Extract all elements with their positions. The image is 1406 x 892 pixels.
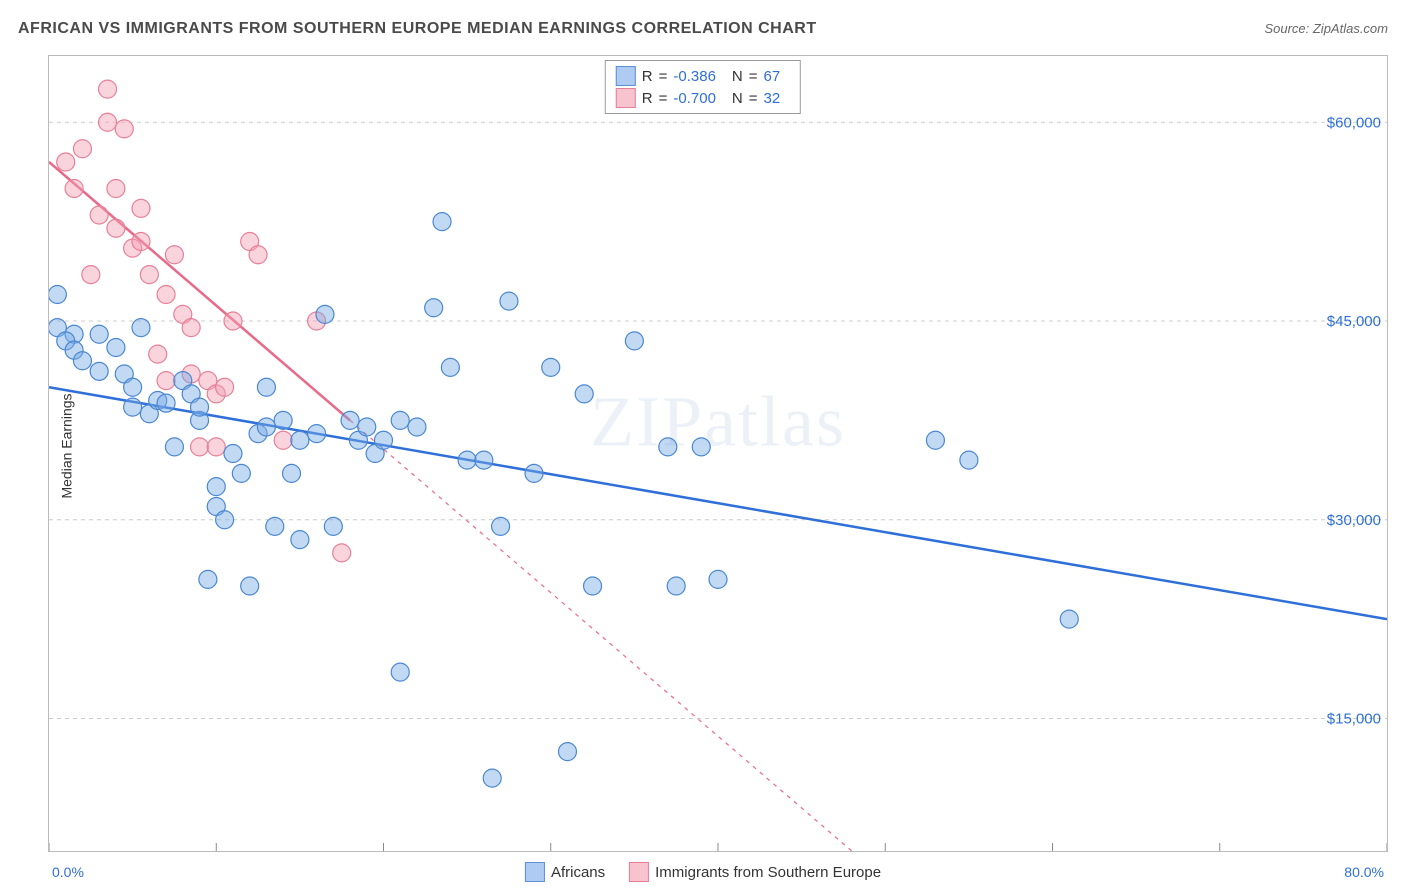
legend-item-southern-europe: Immigrants from Southern Europe: [629, 862, 881, 882]
legend-item-africans: Africans: [525, 862, 605, 882]
swatch-southern-europe: [616, 88, 636, 108]
chart-title: AFRICAN VS IMMIGRANTS FROM SOUTHERN EURO…: [18, 20, 817, 38]
r-value-southern-europe: -0.700: [673, 90, 716, 107]
svg-text:$30,000: $30,000: [1327, 512, 1381, 529]
scatter-plot: $15,000$30,000$45,000$60,000 ZIPatlas: [48, 55, 1388, 852]
chart-canvas: $15,000 $30,000 $45,000 $60,000: [49, 56, 1387, 851]
x-axis-min-label: 0.0%: [52, 864, 84, 880]
r-value-africans: -0.386: [673, 68, 716, 85]
svg-text:$60,000: $60,000: [1327, 114, 1381, 131]
source-label: Source:: [1264, 21, 1312, 36]
source-value: ZipAtlas.com: [1313, 21, 1388, 36]
r-label: R: [642, 68, 653, 85]
n-label: N: [732, 68, 743, 85]
swatch-southern-europe: [629, 862, 649, 882]
n-value-southern-europe: 32: [764, 90, 781, 107]
stats-legend: R = -0.386 N = 67 R = -0.700 N = 32: [605, 60, 801, 114]
bottom-legend: Africans Immigrants from Southern Europe: [525, 862, 881, 882]
legend-label-southern-europe: Immigrants from Southern Europe: [655, 864, 881, 881]
chart-source: Source: ZipAtlas.com: [1264, 21, 1388, 36]
swatch-africans: [525, 862, 545, 882]
r-label: R: [642, 90, 653, 107]
n-label: N: [732, 90, 743, 107]
equals-sign: =: [659, 90, 668, 107]
swatch-africans: [616, 66, 636, 86]
n-value-africans: 67: [764, 68, 781, 85]
svg-text:$45,000: $45,000: [1327, 313, 1381, 330]
x-axis-max-label: 80.0%: [1344, 864, 1384, 880]
stats-row-africans: R = -0.386 N = 67: [616, 65, 790, 87]
equals-sign: =: [749, 90, 758, 107]
equals-sign: =: [749, 68, 758, 85]
svg-text:$15,000: $15,000: [1327, 711, 1381, 728]
stats-row-southern-europe: R = -0.700 N = 32: [616, 87, 790, 109]
equals-sign: =: [659, 68, 668, 85]
legend-label-africans: Africans: [551, 864, 605, 881]
